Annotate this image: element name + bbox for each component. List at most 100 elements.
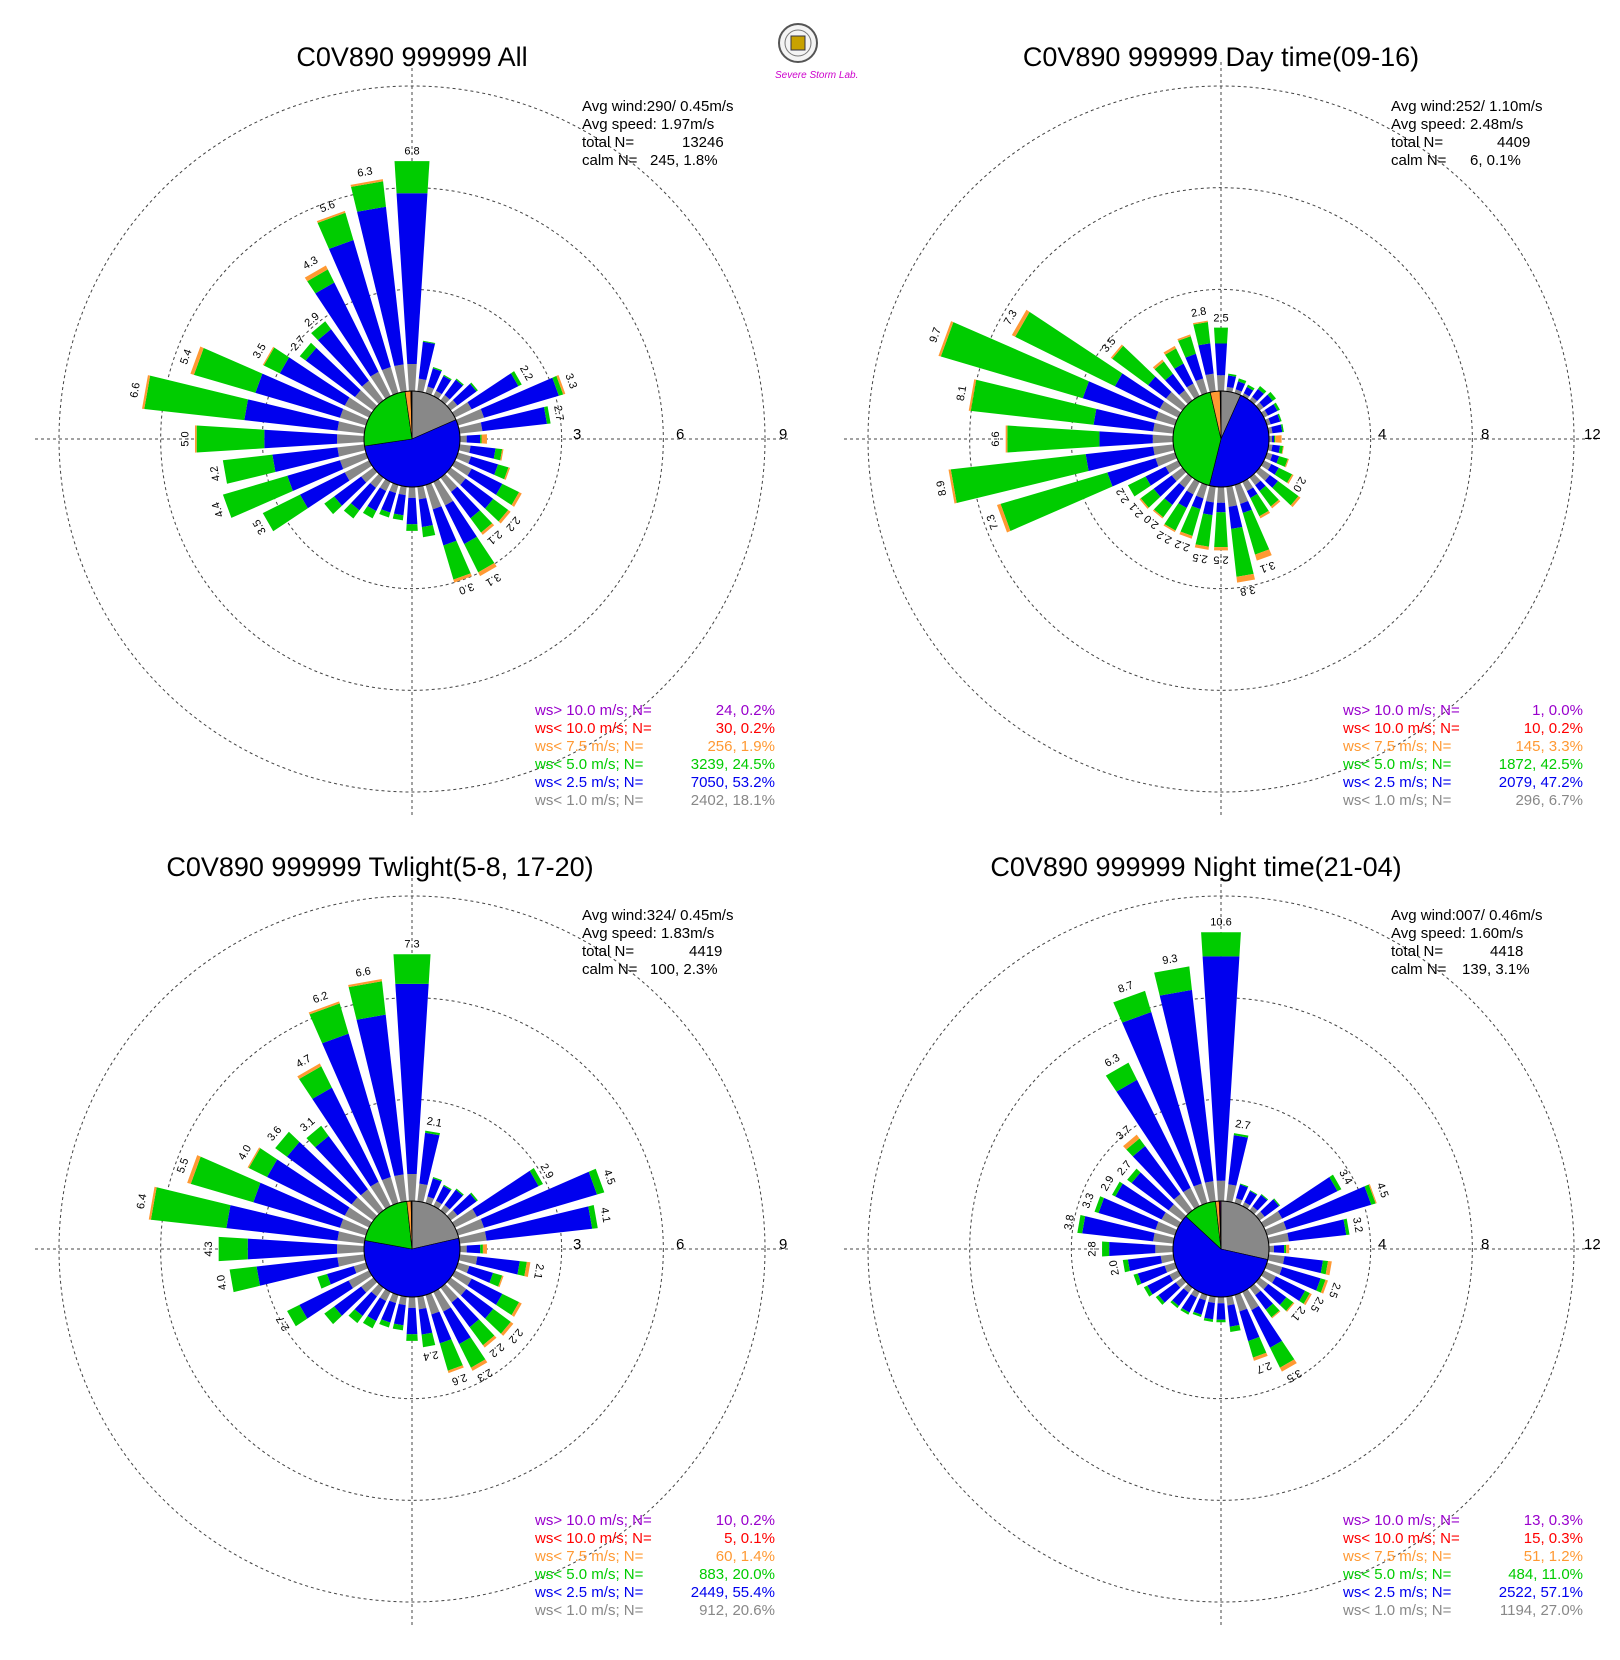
svg-text:Avg wind:290/ 0.45m/s: Avg wind:290/ 0.45m/s xyxy=(582,98,733,115)
svg-text:13246: 13246 xyxy=(682,134,724,151)
bar-segment-lt-5 xyxy=(196,425,265,453)
svg-text:4419: 4419 xyxy=(689,943,722,960)
legend-label: ws< 1.0 m/s; N= xyxy=(1342,1602,1452,1619)
ring-tick-labels: 3 6 9 xyxy=(573,1236,787,1253)
bar-segment-lt-2-5 xyxy=(406,497,418,525)
bar-value-label: 7.3 xyxy=(404,939,419,951)
bar-segment-lt-5 xyxy=(190,1156,261,1203)
bar-segment-lt-5 xyxy=(470,1192,478,1202)
bar-segment-lt-7-5 xyxy=(1110,344,1124,359)
bar-segment-lt-5 xyxy=(485,498,509,522)
bar-segment-lt-2-5 xyxy=(1202,956,1240,1181)
bar-segment-lt-7-5 xyxy=(1270,499,1281,509)
bar-segment-lt-5 xyxy=(1201,932,1241,957)
bar-segment-lt-5 xyxy=(392,513,404,521)
legend-label: ws< 7.5 m/s; N= xyxy=(534,1548,644,1565)
windrose-panel-nighttime: 10.62.73.44.53.22.52.52.13.52.72.02.83.8… xyxy=(844,852,1601,1626)
legend-value: 296, 6.7% xyxy=(1515,792,1583,809)
bar-segment-lt-2-5 xyxy=(1085,446,1155,472)
bar-value-label: 6.2 xyxy=(311,990,329,1007)
bar-segment-lt-5 xyxy=(1111,1181,1123,1197)
bar-segment-lt-7-5 xyxy=(190,346,204,375)
bar-segment-lt-7-5 xyxy=(511,1302,522,1317)
bar-segment-calm xyxy=(360,1189,384,1215)
bar-segment-lt-7-5 xyxy=(948,469,957,504)
bar-segment-lt-5 xyxy=(422,340,436,344)
bar-segment-lt-2-5 xyxy=(469,445,496,459)
bar-segment-lt-5 xyxy=(1250,493,1269,517)
bar-segment-lt-5 xyxy=(1270,1340,1295,1368)
legend-value: 10, 0.2% xyxy=(716,1512,775,1529)
bar-segment-lt-5 xyxy=(1233,1133,1249,1138)
bar-segment-lt-7-5 xyxy=(524,1261,531,1278)
svg-text:12: 12 xyxy=(1584,426,1601,443)
legend-label: ws< 1.0 m/s; N= xyxy=(534,1602,644,1619)
legend-value: 3239, 24.5% xyxy=(691,756,775,773)
bar-segment-lt-7-5 xyxy=(500,1321,514,1336)
bar-value-label: 2.9 xyxy=(538,1162,556,1181)
bar-segment-calm xyxy=(1195,378,1208,396)
bar-segment-lt-2-5 xyxy=(480,1171,598,1228)
bar-segment-lt-7-5 xyxy=(453,573,472,583)
bar-value-label: 5.4 xyxy=(178,348,195,366)
bar-segment-calm xyxy=(1217,1296,1225,1304)
bar-segment-lt-5 xyxy=(1180,1308,1190,1315)
bar-segment-calm xyxy=(1268,435,1273,443)
svg-text:100, 2.3%: 100, 2.3% xyxy=(650,961,718,978)
bar-segment-calm xyxy=(339,452,369,470)
ring-tick-labels: 4 8 12 xyxy=(1378,426,1601,443)
bar-segment-lt-5 xyxy=(1165,348,1184,369)
bar-segment-lt-7-5 xyxy=(1152,359,1164,370)
bar-segment-lt-2-5 xyxy=(1283,1256,1324,1274)
bar-segment-lt-5 xyxy=(459,1337,486,1368)
bar-value-label: 2.9 xyxy=(1099,1174,1117,1193)
bar-segment-lt-7-5 xyxy=(996,503,1011,533)
bar-segment-lt-5 xyxy=(1154,361,1173,381)
bar-segment-calm xyxy=(1249,473,1261,486)
bar-segment-lt-7-5 xyxy=(1275,435,1282,443)
bar-segment-lt-5 xyxy=(1272,481,1299,506)
bar-segment-lt-5 xyxy=(443,540,471,580)
bar-segment-lt-2-5 xyxy=(1193,1298,1206,1315)
legend-value: 1872, 42.5% xyxy=(1499,756,1583,773)
windrose-panel-twilight: 7.32.12.9 4.54.12.12.22.22.32.62.42.74.04… xyxy=(35,852,789,1626)
bar-segment-lt-2-5 xyxy=(1277,1177,1338,1219)
bar-segment-calm xyxy=(337,444,366,457)
bar-value-label: 2.1 xyxy=(426,1115,443,1129)
bar-segment-lt-5 xyxy=(588,1205,598,1229)
bar-segment-lt-2-5 xyxy=(451,486,480,519)
bar-segment-lt-2-5 xyxy=(460,478,494,509)
bar-segment-lt-2-5 xyxy=(1270,454,1280,464)
bar-segment-calm xyxy=(370,473,384,488)
bar-segment-lt-2-5 xyxy=(466,1265,494,1283)
bar-segment-calm xyxy=(1204,1181,1216,1203)
bar-value-label: 2.2 xyxy=(1155,528,1174,546)
bar-segment-lt-2-5 xyxy=(393,1303,406,1326)
bar-segment-calm xyxy=(425,1292,440,1315)
panel-title: C0V890 999999 All xyxy=(296,42,527,72)
svg-text:Avg speed: 1.83m/s: Avg speed: 1.83m/s xyxy=(582,925,714,942)
bar-segment-lt-5 xyxy=(950,454,1089,503)
bar-segment-lt-7-5 xyxy=(1179,531,1193,539)
bar-segment-lt-5 xyxy=(1320,1260,1329,1275)
bar-value-label: 4.3 xyxy=(301,254,320,272)
bar-segment-lt-5 xyxy=(299,342,317,361)
bar-segment-lt-5 xyxy=(1192,1311,1202,1317)
bar-segment-lt-7-5 xyxy=(470,1359,488,1371)
legend-label: ws< 1.0 m/s; N= xyxy=(1342,792,1452,809)
bar-segment-lt-2-5 xyxy=(1255,1290,1274,1310)
bar-segment-lt-5 xyxy=(324,496,342,515)
bar-value-label: 4.4 xyxy=(210,500,227,518)
bar-segment-lt-2-5 xyxy=(367,1297,387,1322)
bar-segment-lt-5 xyxy=(1259,485,1279,507)
legend-value: 7050, 53.2% xyxy=(691,774,775,791)
bar-segment-lt-5 xyxy=(544,406,551,424)
legend-label: ws< 10.0 m/s; N= xyxy=(534,720,652,737)
bar-segment-lt-2-5 xyxy=(315,282,379,377)
legend-value: 5, 0.1% xyxy=(724,1530,775,1547)
svg-text:8: 8 xyxy=(1481,1236,1489,1253)
bar-segment-calm xyxy=(337,421,366,434)
bar-segment-calm xyxy=(417,1295,427,1310)
bar-segment-lt-5 xyxy=(1257,386,1267,394)
svg-text:total N=: total N= xyxy=(1391,943,1443,960)
